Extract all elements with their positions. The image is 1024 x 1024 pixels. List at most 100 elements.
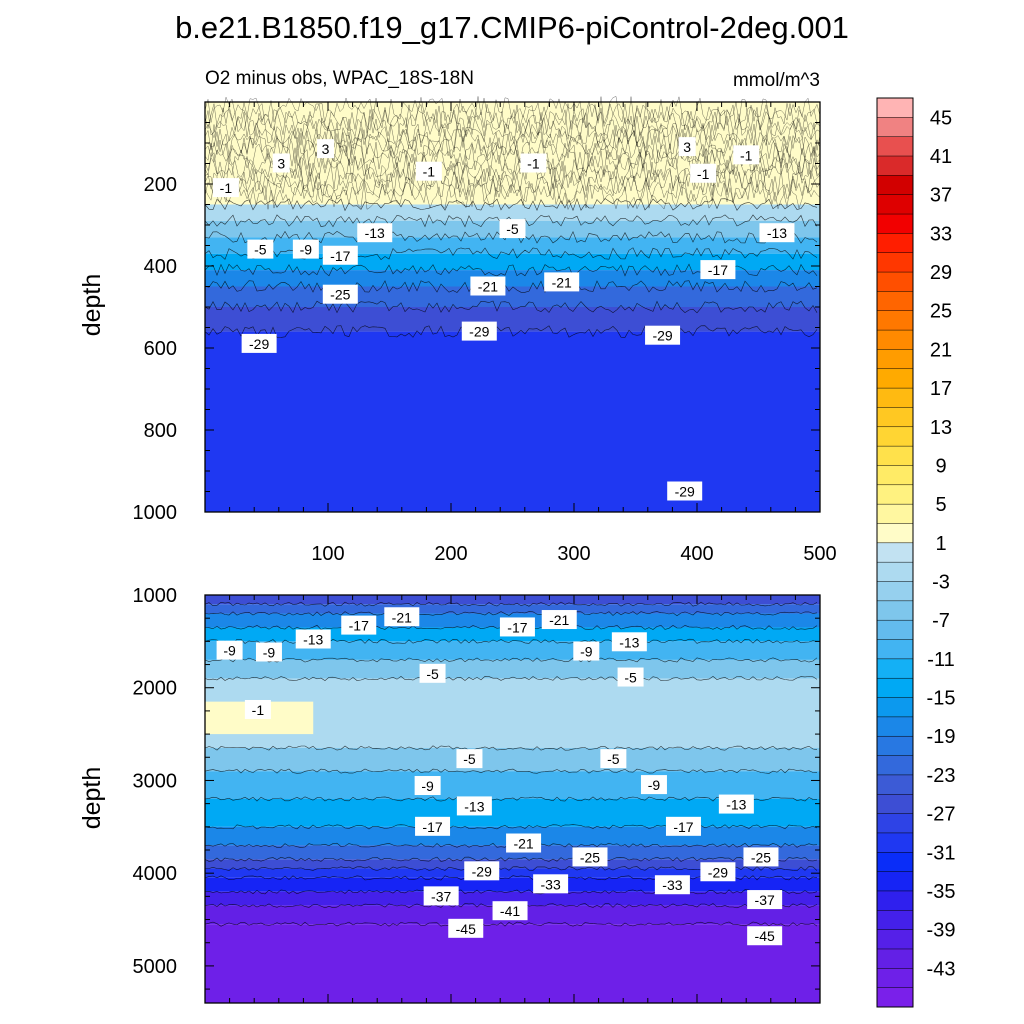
- surface-contour-13: [204, 181, 821, 211]
- contour-line-6: [204, 280, 818, 293]
- contour-line-6: [204, 675, 818, 681]
- contour-line-10: [204, 824, 818, 830]
- contour-line-8: [204, 324, 818, 339]
- contour-label-text: -9: [421, 778, 434, 794]
- contour-label-text: -13: [767, 225, 787, 241]
- x-tick-label: 400: [680, 543, 713, 565]
- colorbar-swatch: [877, 156, 913, 176]
- contour-label-text: -25: [751, 849, 771, 865]
- band-1: [205, 204, 820, 221]
- contour-label: -25: [743, 847, 779, 867]
- contour-label: -9: [216, 640, 243, 660]
- colorbar-swatch: [877, 639, 913, 660]
- contour-label-bg: [600, 749, 627, 769]
- colorbar-label: -43: [927, 958, 956, 980]
- colorbar-swatch: [877, 813, 913, 834]
- contour-label-text: -29: [249, 336, 269, 352]
- contour-label: -37: [747, 890, 783, 910]
- y-tick-label: 3000: [133, 770, 178, 792]
- contour-label-text: -17: [673, 819, 693, 835]
- contour-label-text: -21: [513, 836, 533, 852]
- y-tick-label: 2000: [133, 678, 178, 700]
- colorbar-swatch: [877, 620, 913, 640]
- contour-label-bg: [317, 139, 335, 159]
- y-tick-label: 5000: [133, 956, 178, 978]
- contour-label-bg: [743, 847, 779, 867]
- contour-label-text: -1: [252, 702, 265, 718]
- contour-label-text: -17: [422, 819, 442, 835]
- contour-label-bg: [448, 918, 484, 938]
- contour-label-text: -29: [472, 863, 492, 879]
- contour-label-bg: [667, 481, 703, 501]
- contour-label-bg: [520, 153, 547, 173]
- contour-label-bg: [499, 617, 535, 637]
- colorbar-label: -19: [927, 726, 956, 748]
- contour-label-bg: [414, 776, 441, 796]
- colorbar-swatch: [877, 349, 913, 370]
- contour-label: -33: [533, 874, 569, 894]
- contour-label: -29: [667, 481, 703, 501]
- contour-label-text: -45: [755, 928, 775, 944]
- colorbar-swatch: [877, 446, 913, 466]
- surface-contour-7: [204, 141, 821, 171]
- band-15: [205, 891, 820, 906]
- contour-label-bg: [456, 749, 483, 769]
- contour-label-bg: [456, 796, 492, 816]
- colorbar-label: 21: [930, 339, 952, 361]
- contour-label: 3: [678, 137, 696, 157]
- contour-label-bg: [573, 641, 600, 661]
- surface-contour-11: [204, 167, 821, 196]
- contour-label-text: -33: [662, 877, 682, 893]
- contour-label-bg: [617, 667, 644, 687]
- contour-label: -5: [617, 667, 644, 687]
- contour-label: -37: [423, 886, 459, 906]
- contour-label-text: -5: [463, 751, 476, 767]
- contour-label-bg: [645, 325, 681, 345]
- colorbar-swatch: [877, 774, 913, 795]
- colorbar-swatch: [877, 504, 913, 524]
- colorbar-swatch: [877, 716, 913, 737]
- colorbar-swatch: [877, 697, 913, 718]
- contour-label-bg: [759, 223, 795, 243]
- x-tick-label: 200: [434, 543, 467, 565]
- band-0: [205, 595, 820, 605]
- contour-label-bg: [506, 833, 542, 853]
- contour-label-bg: [690, 163, 717, 183]
- contour-label-bg: [415, 816, 451, 836]
- contour-label: -5: [600, 749, 627, 769]
- band-5: [205, 270, 820, 287]
- colorbar-label: -3: [932, 572, 950, 594]
- colorbar-swatch: [877, 929, 913, 950]
- contour-label-text: -5: [624, 670, 637, 686]
- plot-frame: [204, 594, 821, 1004]
- contour-label: -21: [541, 610, 577, 630]
- contour-label-text: -33: [541, 876, 561, 892]
- contour-label: -17: [341, 615, 377, 635]
- contour-label-text: -37: [755, 892, 775, 908]
- y-tick-label: 400: [144, 256, 177, 278]
- contour-line-9: [204, 796, 818, 802]
- contour-label: -29: [241, 333, 277, 353]
- band-13: [205, 868, 820, 878]
- colorbar-swatch: [877, 330, 913, 350]
- colorbar-swatch: [877, 426, 913, 447]
- contour-label: -45: [448, 918, 484, 938]
- contour-label: -13: [357, 223, 393, 243]
- contour-label-text: -17: [708, 262, 728, 278]
- contour-line-2: [204, 611, 818, 617]
- colorbar-swatch: [877, 678, 913, 698]
- colorbar-swatch: [877, 910, 913, 931]
- contour-label-text: -29: [652, 328, 672, 344]
- colorbar-swatch: [877, 233, 913, 254]
- colorbar-swatch: [877, 987, 913, 1008]
- contour-label: -17: [322, 245, 358, 265]
- contour-label-text: -17: [330, 248, 350, 264]
- surface-contour-2: [204, 108, 821, 139]
- colorbar-label: 9: [935, 455, 946, 477]
- contour-label-bg: [654, 875, 690, 895]
- band-17: [205, 924, 820, 1003]
- colorbar-swatch: [877, 600, 913, 621]
- colorbar-label: 13: [930, 417, 952, 439]
- colorbar-swatch: [877, 407, 913, 428]
- colorbar-label: 37: [930, 185, 952, 207]
